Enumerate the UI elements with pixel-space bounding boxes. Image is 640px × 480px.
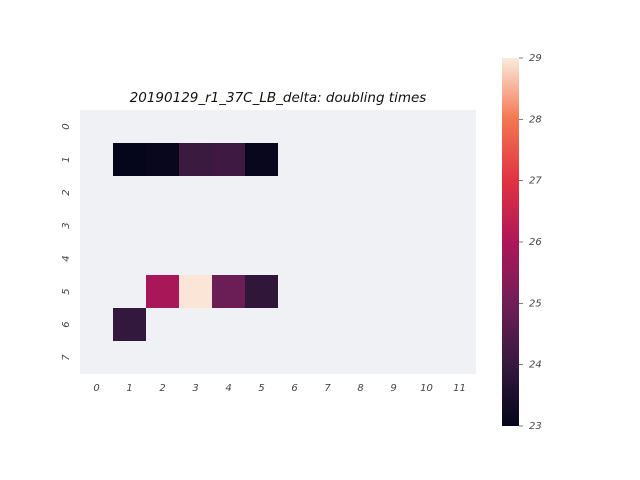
x-tick-label: 1 xyxy=(126,383,132,394)
y-tick-label: 3 xyxy=(61,222,72,228)
heatmap-cell xyxy=(113,308,146,341)
y-tick-label: 5 xyxy=(61,288,72,294)
heatmap-cell xyxy=(146,275,179,308)
colorbar xyxy=(502,58,519,426)
colorbar-tick-label: 25 xyxy=(529,298,542,309)
x-tick-label: 8 xyxy=(357,383,363,394)
colorbar-tick-label: 29 xyxy=(529,53,542,64)
x-tick-label: 11 xyxy=(453,383,466,394)
heatmap-cell xyxy=(113,143,146,176)
heatmap-cells xyxy=(113,143,278,341)
x-tick-label: 0 xyxy=(93,383,99,394)
x-tick-label: 5 xyxy=(258,383,264,394)
x-tick-label: 9 xyxy=(390,383,396,394)
heatmap-cell xyxy=(245,143,278,176)
y-tick-label: 4 xyxy=(61,255,72,261)
x-axis-ticks: 0 1 2 3 4 5 6 7 8 9 10 11 xyxy=(93,383,466,394)
colorbar-tick-label: 27 xyxy=(529,176,542,187)
y-tick-label: 6 xyxy=(61,321,72,327)
heatmap-cell xyxy=(179,143,212,176)
y-tick-label: 2 xyxy=(61,189,72,195)
x-tick-label: 7 xyxy=(324,383,331,394)
y-axis-ticks: 0 1 2 3 4 5 6 7 xyxy=(61,123,72,360)
heatmap-cell xyxy=(212,143,245,176)
y-tick-label: 1 xyxy=(61,156,72,162)
heatmap-cell xyxy=(212,275,245,308)
colorbar-tick-label: 26 xyxy=(529,237,542,248)
colorbar-tick-label: 28 xyxy=(529,114,542,125)
colorbar-ticks: 23 24 25 26 27 28 29 xyxy=(519,53,542,432)
colorbar-tick-label: 24 xyxy=(529,360,542,371)
heatmap-cell xyxy=(245,275,278,308)
x-tick-label: 4 xyxy=(225,383,231,394)
y-tick-label: 0 xyxy=(61,123,72,129)
chart-title: 20190129_r1_37C_LB_delta: doubling times xyxy=(130,90,427,106)
heatmap-cell xyxy=(179,275,212,308)
x-tick-label: 3 xyxy=(192,383,198,394)
x-tick-label: 6 xyxy=(291,383,297,394)
x-tick-label: 2 xyxy=(159,383,165,394)
y-tick-label: 7 xyxy=(61,354,72,361)
x-tick-label: 10 xyxy=(420,383,433,394)
colorbar-tick-label: 23 xyxy=(529,421,542,432)
heatmap-cell xyxy=(146,143,179,176)
